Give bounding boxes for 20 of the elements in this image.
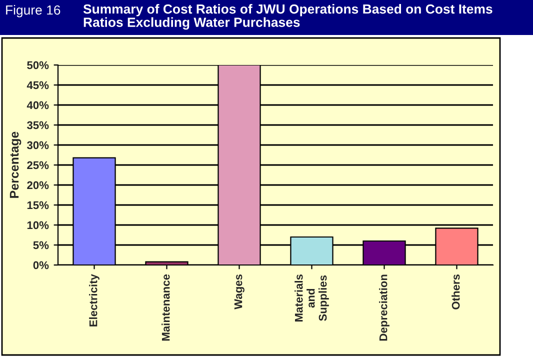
x-tick-label: Depreciation: [379, 274, 390, 341]
x-tick-label: Others: [452, 274, 460, 310]
y-tick-label: 45%: [26, 81, 49, 90]
x-tick-label: Maintenance: [162, 274, 170, 341]
y-tick-label: 35%: [26, 121, 49, 130]
caption: Figure 16: [6, 5, 60, 18]
y-tick-label: 50%: [27, 61, 49, 70]
chart-title: Summary of Cost Ratios of JWU Operations Based on Cost Items Ratios Excluding Water Purchases: [83, 4, 492, 30]
y-axis-title: Percentage: [10, 132, 22, 198]
y-tick-label: 20%: [27, 181, 49, 190]
y-tick-label: 30%: [26, 141, 49, 150]
x-tick-label: Wages: [234, 274, 244, 310]
y-tick-label: 40%: [26, 101, 49, 110]
y-tick-label: 15%: [27, 201, 49, 210]
x-tick-label: Materials and Supplies: [294, 274, 329, 322]
y-tick-label: 0%: [33, 261, 49, 270]
y-tick-label: 5%: [33, 241, 49, 250]
x-tick-label: Electricity: [89, 274, 100, 326]
y-tick-label: 10%: [27, 221, 49, 230]
y-tick-label: 25%: [27, 161, 49, 170]
